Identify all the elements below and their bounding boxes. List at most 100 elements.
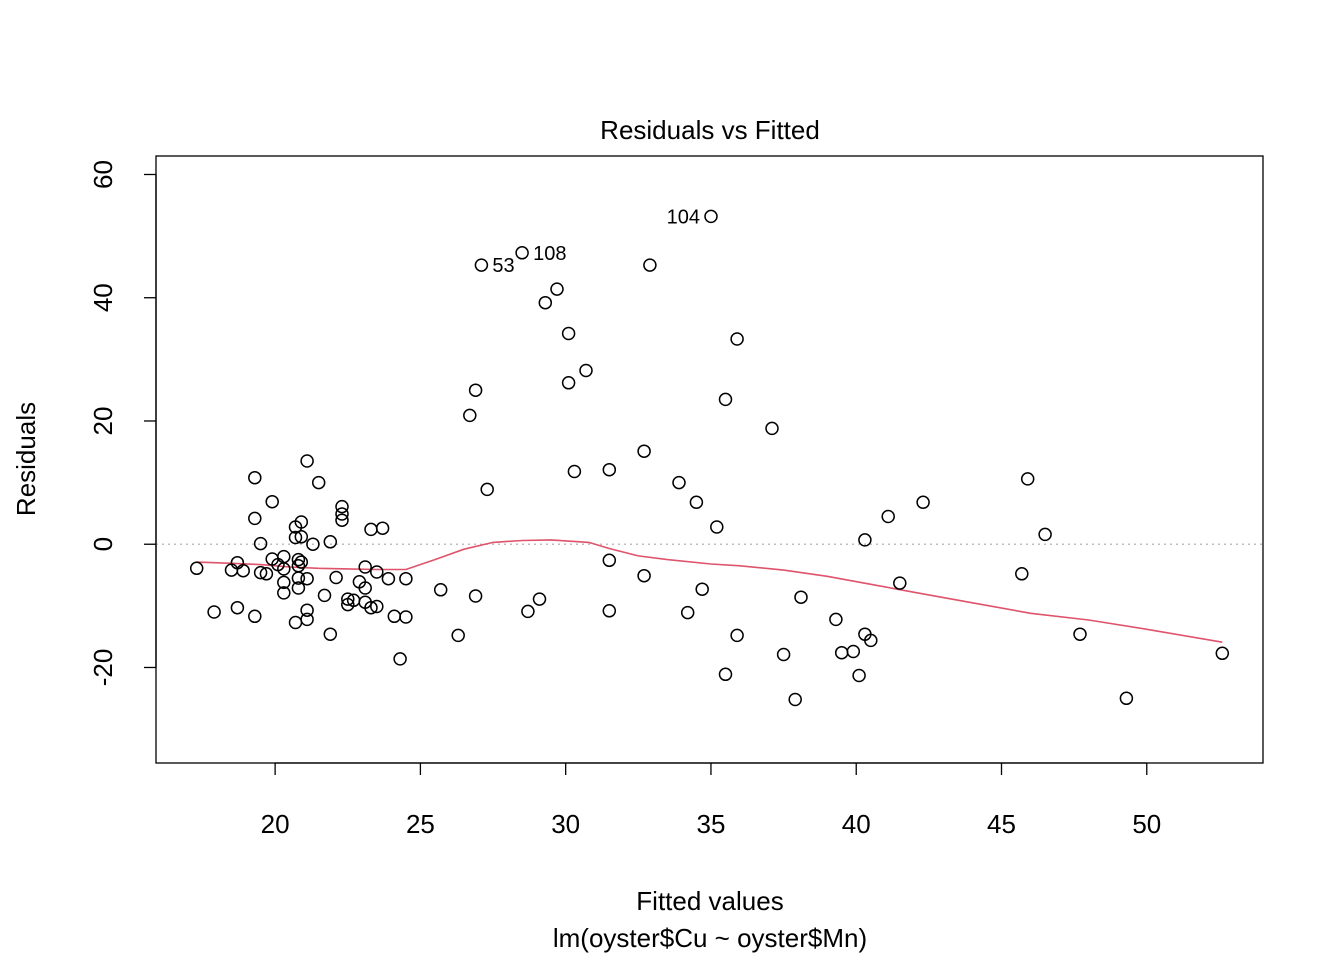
data-point <box>852 668 866 683</box>
data-point <box>864 633 878 648</box>
data-point <box>341 592 355 606</box>
data-point <box>776 647 791 662</box>
y-axis-label: Residuals <box>11 402 41 516</box>
data-point <box>1020 472 1035 486</box>
x-tick-label: 25 <box>406 809 435 839</box>
data-point <box>532 592 547 606</box>
x-tick-label: 35 <box>696 809 725 839</box>
model-formula-label: lm(oyster$Cu ~ oyster$Mn) <box>553 923 867 953</box>
data-point <box>834 645 849 660</box>
data-point <box>794 590 808 604</box>
data-point <box>248 470 262 485</box>
data-point <box>1073 627 1087 641</box>
point-label: 53 <box>492 255 514 277</box>
data-point <box>306 537 320 551</box>
data-point <box>561 376 576 390</box>
data-point <box>253 536 268 551</box>
data-point <box>893 576 907 590</box>
data-point <box>277 575 291 590</box>
data-point <box>335 513 349 527</box>
data-point <box>300 571 314 586</box>
data-point <box>358 581 372 595</box>
data-point <box>370 565 384 579</box>
data-point <box>538 295 553 310</box>
point-label: 104 <box>667 206 700 228</box>
data-point <box>881 509 895 524</box>
x-axis-label: Fitted values <box>636 886 783 916</box>
data-point <box>474 258 489 272</box>
data-point <box>579 363 593 378</box>
data-point <box>451 628 465 643</box>
data-point <box>765 421 779 436</box>
data-point <box>358 560 372 574</box>
data-point <box>375 521 390 535</box>
data-point <box>207 605 221 619</box>
data-point <box>1015 567 1029 581</box>
y-tick-label: 60 <box>88 160 118 189</box>
x-tick-label: 45 <box>987 809 1016 839</box>
data-point <box>480 482 494 497</box>
data-point <box>561 326 576 341</box>
data-point <box>710 520 724 534</box>
data-point <box>364 600 378 615</box>
data-point <box>515 246 529 260</box>
data-point <box>393 652 407 666</box>
data-point <box>567 464 582 479</box>
data-point <box>323 627 338 641</box>
data-point <box>230 600 245 615</box>
data-point <box>387 609 402 624</box>
data-point <box>672 475 686 490</box>
data-point <box>916 495 930 510</box>
data-point <box>846 644 861 659</box>
data-point <box>643 258 657 272</box>
data-point <box>294 530 309 544</box>
data-point <box>277 562 291 576</box>
x-tick-label: 40 <box>842 809 871 839</box>
y-tick-label: -20 <box>88 649 118 687</box>
data-point <box>602 553 617 568</box>
data-point <box>323 535 338 549</box>
data-point <box>329 570 343 585</box>
data-point <box>468 589 483 603</box>
data-point <box>829 612 843 627</box>
data-point <box>189 561 204 576</box>
data-point <box>248 511 262 526</box>
data-point <box>277 549 291 564</box>
data-point <box>253 565 268 580</box>
data-point <box>277 586 291 600</box>
data-point <box>695 582 709 596</box>
y-tick-label: 0 <box>88 537 118 551</box>
data-point <box>858 533 872 547</box>
data-point <box>637 568 651 583</box>
data-point <box>311 475 326 490</box>
data-point <box>602 462 617 477</box>
data-point <box>294 515 309 529</box>
data-point <box>265 494 279 509</box>
data-point <box>300 612 314 627</box>
y-tick-label: 40 <box>88 283 118 312</box>
data-point <box>637 444 651 458</box>
data-point <box>381 571 396 586</box>
data-point <box>704 209 718 224</box>
data-point <box>399 571 413 586</box>
plot-frame <box>155 155 1264 764</box>
data-point <box>718 667 733 682</box>
data-point <box>291 571 306 585</box>
data-point <box>689 495 704 510</box>
data-point <box>399 610 413 624</box>
data-point <box>788 692 802 707</box>
data-point <box>288 615 303 630</box>
data-point <box>1215 646 1230 661</box>
x-tick-label: 20 <box>261 809 290 839</box>
data-point <box>335 499 349 514</box>
data-point <box>259 567 274 581</box>
data-point <box>521 604 535 619</box>
data-point <box>468 383 483 397</box>
data-point <box>433 583 448 597</box>
x-tick-label: 50 <box>1132 809 1161 839</box>
smoother-line <box>196 539 1223 643</box>
data-point <box>1038 527 1052 542</box>
data-point <box>248 609 262 624</box>
data-point <box>370 599 384 614</box>
